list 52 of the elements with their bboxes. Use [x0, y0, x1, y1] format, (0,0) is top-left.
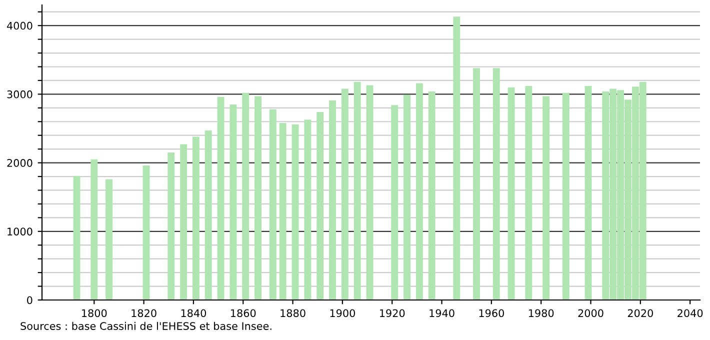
- y-tick-label: 2000: [7, 159, 32, 167]
- x-tick-label: 1860: [231, 309, 256, 318]
- bar: [341, 88, 348, 300]
- bar: [584, 86, 592, 300]
- bar: [453, 16, 460, 300]
- bar: [404, 94, 410, 300]
- bar: [416, 83, 423, 300]
- y-tick-label: 0: [27, 296, 32, 304]
- x-tick-label: 1800: [82, 309, 107, 318]
- bar: [354, 82, 361, 300]
- bar: [542, 96, 550, 300]
- bar: [508, 87, 515, 300]
- bar: [142, 166, 150, 300]
- bar: [304, 120, 312, 300]
- bar: [269, 109, 276, 300]
- x-tick-label: 2040: [678, 309, 703, 318]
- y-tick-label: 4000: [6, 22, 32, 30]
- x-tick-label: 1920: [380, 309, 405, 318]
- x-tick-label: 1900: [330, 309, 356, 318]
- bar: [192, 136, 200, 300]
- bar: [279, 123, 286, 300]
- bar: [391, 105, 398, 300]
- bar: [217, 96, 224, 300]
- bar: [90, 159, 98, 300]
- bar: [329, 100, 336, 300]
- x-tick-label: 1880: [280, 309, 306, 318]
- y-tick-label: 3000: [7, 90, 32, 98]
- bar: [366, 85, 374, 300]
- bar: [316, 112, 324, 300]
- bar: [180, 144, 188, 300]
- bar: [230, 104, 237, 300]
- bar: [428, 91, 436, 300]
- x-tick-label: 1960: [479, 309, 504, 318]
- bar: [204, 130, 212, 300]
- x-tick-label: 1840: [181, 309, 206, 318]
- bar: [254, 96, 262, 300]
- bar: [473, 68, 480, 300]
- bar: [492, 68, 500, 300]
- bar: [168, 152, 175, 300]
- x-tick-label: 2000: [578, 309, 604, 318]
- x-tick-label: 1940: [430, 309, 454, 318]
- bar: [73, 176, 80, 300]
- bar: [242, 92, 250, 300]
- bar: [562, 92, 570, 300]
- y-tick-label: 1000: [8, 228, 32, 236]
- bar: [106, 179, 113, 300]
- x-tick-label: 1820: [132, 309, 156, 318]
- x-tick-label: 1980: [528, 309, 554, 318]
- source-note: Sources : base Cassini de l'EHESS et base Insee.: [20, 322, 272, 330]
- bar: [525, 86, 532, 300]
- bar: [292, 124, 299, 300]
- x-tick-label: 2020: [628, 309, 653, 318]
